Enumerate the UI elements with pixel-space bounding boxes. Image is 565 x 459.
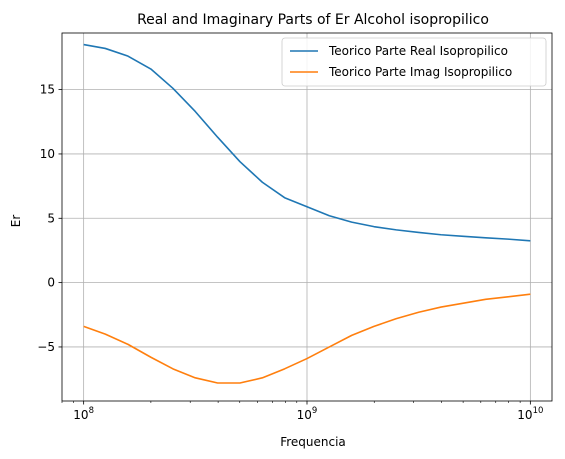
grid [62, 33, 552, 401]
x-tick-label-base: 10 [517, 408, 532, 422]
x-tick-label: 1010 [517, 406, 543, 422]
x-tick-label-exponent: 10 [533, 406, 544, 416]
series-line-2 [83, 293, 531, 384]
series-layer [83, 43, 531, 384]
y-tick-label: 10 [40, 147, 55, 161]
legend-label-1: Teorico Parte Real Isopropilico [328, 44, 508, 58]
y-tick-label: 15 [40, 83, 55, 97]
y-tick-label: 5 [47, 211, 55, 225]
legend-box [281, 37, 547, 87]
y-axis-label: Er [9, 215, 23, 228]
y-tick-label: 0 [47, 276, 55, 290]
series-line-1 [83, 43, 531, 242]
x-tick-label-exponent: 8 [89, 406, 94, 416]
x-tick-label: 108 [73, 406, 94, 422]
x-tick-label-base: 10 [297, 408, 312, 422]
legend-label-2: Teorico Parte Imag Isopropilico [328, 65, 512, 79]
x-tick-label: 109 [297, 406, 318, 422]
x-axis-label: Frequencia [280, 435, 346, 449]
y-tick-label: −5 [37, 340, 55, 354]
legend: Teorico Parte Real Isopropilico Teorico P… [281, 37, 547, 87]
x-tick-label-exponent: 9 [312, 406, 317, 416]
x-tick-label-base: 10 [73, 408, 88, 422]
chart-title: Real and Imaginary Parts of Er Alcohol i… [137, 12, 489, 28]
